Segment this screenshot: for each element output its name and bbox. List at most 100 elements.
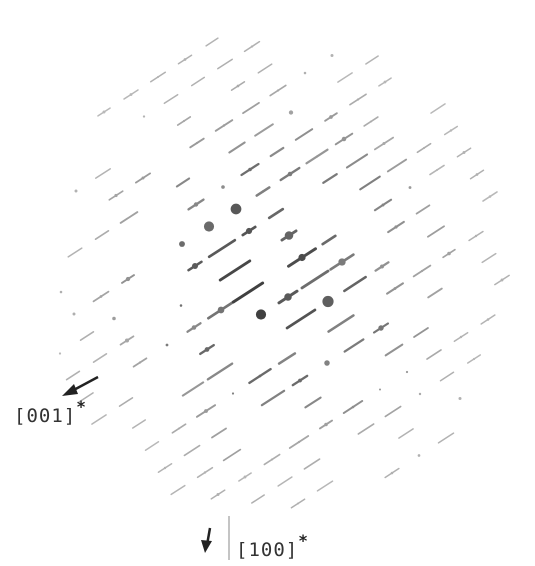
- spot: [463, 151, 466, 154]
- spot: [370, 120, 372, 122]
- spot: [458, 397, 461, 400]
- spot: [322, 296, 333, 307]
- spot: [298, 379, 302, 383]
- spot: [329, 115, 333, 119]
- spot: [406, 371, 408, 373]
- spot: [262, 190, 264, 192]
- spot: [501, 279, 504, 282]
- spot: [204, 471, 206, 473]
- spot: [232, 392, 234, 394]
- spot: [380, 265, 384, 269]
- spot: [246, 228, 252, 234]
- spot: [473, 358, 475, 360]
- spot: [139, 361, 141, 363]
- spot: [436, 169, 438, 171]
- spot: [391, 472, 394, 475]
- spot: [487, 318, 490, 321]
- label-text: [100]: [236, 539, 298, 561]
- spot: [382, 142, 385, 145]
- spot: [271, 458, 273, 460]
- spot: [244, 476, 247, 479]
- spot: [298, 254, 305, 261]
- spot: [237, 85, 240, 88]
- spot: [141, 176, 144, 179]
- spot: [338, 258, 345, 265]
- spot: [73, 313, 76, 316]
- spot: [409, 186, 412, 189]
- spot: [423, 147, 425, 149]
- spot: [394, 225, 397, 228]
- spot: [297, 502, 299, 504]
- spot: [192, 263, 198, 269]
- spot: [418, 454, 421, 457]
- spot: [180, 304, 183, 307]
- spot: [223, 124, 225, 126]
- spot: [164, 467, 166, 469]
- spot: [357, 98, 359, 100]
- spot: [421, 270, 423, 272]
- spot: [352, 406, 355, 409]
- spot: [382, 204, 385, 207]
- spot: [59, 352, 61, 354]
- spot: [248, 168, 252, 172]
- label-sup: *: [298, 531, 309, 550]
- spot: [114, 194, 117, 197]
- spot: [378, 325, 383, 330]
- spot: [194, 202, 198, 206]
- spot: [447, 252, 451, 256]
- spot: [179, 241, 185, 247]
- spot: [100, 295, 103, 298]
- spot: [204, 409, 208, 413]
- spot: [125, 338, 129, 342]
- background: [0, 0, 535, 566]
- spot: [166, 344, 169, 347]
- spot: [304, 72, 307, 75]
- spot: [184, 58, 187, 61]
- page: [001]* [100]* (() => { const data = JSON…: [0, 0, 535, 566]
- spot: [450, 129, 452, 131]
- spot: [324, 423, 328, 427]
- spot: [379, 388, 381, 390]
- spot: [298, 441, 300, 443]
- spot: [231, 204, 242, 215]
- spot: [251, 45, 253, 47]
- spot: [460, 336, 462, 338]
- spot: [259, 375, 262, 378]
- spot: [324, 360, 329, 365]
- spot: [183, 120, 185, 122]
- spot: [289, 110, 293, 114]
- spot: [342, 137, 346, 141]
- spot: [112, 317, 116, 321]
- spot: [126, 277, 130, 281]
- spot: [419, 393, 421, 395]
- spot: [489, 195, 492, 198]
- spot: [204, 221, 214, 231]
- spot: [196, 142, 198, 144]
- spot: [130, 93, 133, 96]
- spot: [75, 190, 78, 193]
- spot: [331, 54, 334, 57]
- spot: [60, 291, 63, 294]
- spot: [103, 111, 106, 114]
- spot: [143, 115, 145, 117]
- spot: [284, 293, 292, 301]
- spot: [256, 309, 266, 319]
- spot: [205, 347, 210, 352]
- spot: [221, 185, 225, 189]
- spot: [218, 307, 225, 314]
- spot: [288, 172, 293, 177]
- label-text: [001]: [14, 405, 76, 427]
- label-sup: *: [76, 397, 87, 416]
- spot: [394, 287, 397, 290]
- spot: [277, 89, 279, 91]
- spot: [178, 427, 180, 429]
- spot: [285, 231, 294, 240]
- spot: [316, 155, 318, 157]
- diffraction-pattern: [001]* [100]*: [0, 0, 535, 566]
- spot: [475, 235, 477, 237]
- spot: [157, 76, 159, 78]
- spot: [217, 493, 220, 496]
- spot: [192, 325, 196, 329]
- spot: [476, 173, 479, 176]
- spot: [384, 81, 387, 84]
